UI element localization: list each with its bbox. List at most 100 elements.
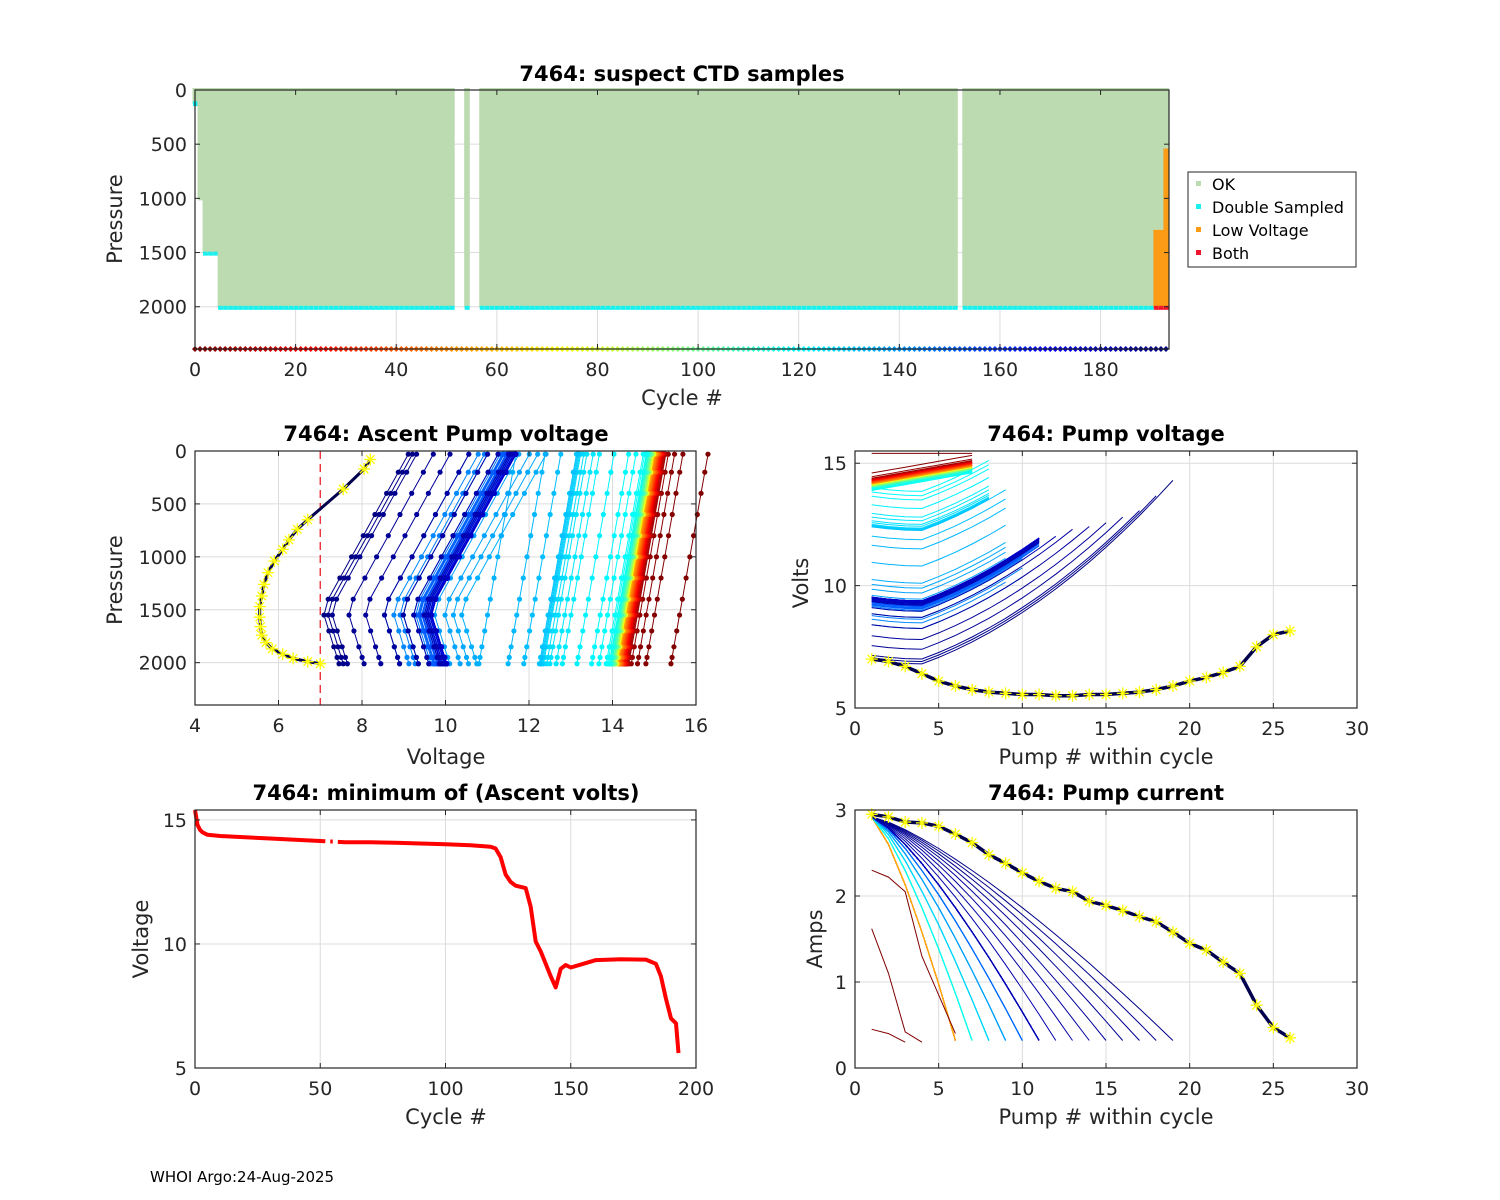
bottom-flag-marker — [1128, 305, 1134, 310]
ok-sample-column — [1047, 88, 1054, 308]
pump-current-cycle-line — [871, 816, 1174, 1041]
ascent-profile-point — [564, 596, 571, 602]
ascent-profile-point — [669, 511, 675, 518]
ascent-profile-point — [526, 628, 533, 634]
ascent-profile-point — [602, 628, 608, 634]
ok-sample-column — [222, 88, 229, 308]
bottom-flag-marker — [364, 305, 370, 310]
ascent-profile-point — [450, 533, 456, 539]
ok-sample-column — [197, 88, 204, 199]
bottom-flag-marker — [716, 305, 722, 310]
pump-current-cycle-line — [871, 816, 1040, 1041]
bottom-flag-marker — [389, 305, 395, 310]
ok-sample-column — [806, 88, 812, 308]
x-tick-label: 15 — [1094, 1078, 1118, 1100]
ascent-profile-point — [475, 469, 481, 475]
pump-voltage-cycle-line — [871, 480, 1174, 665]
bottom-flag-marker — [942, 305, 948, 310]
star-stroke — [950, 829, 961, 839]
bottom-flag-marker — [243, 305, 249, 310]
ok-sample-column — [715, 88, 722, 308]
ascent-profile-point — [539, 469, 545, 475]
ok-sample-column — [906, 88, 913, 308]
pump-current-cycle-line — [871, 816, 1090, 1041]
ok-sample-column — [1153, 88, 1160, 230]
pump-current-cycle-line — [871, 816, 973, 1041]
pump-current-cycle-line — [871, 816, 1040, 1041]
ascent-profile-point — [559, 661, 566, 667]
last-cycle-marker — [1183, 675, 1196, 688]
ascent-profile-point — [558, 451, 564, 457]
ascent-profile-point — [593, 469, 599, 475]
ascent-profile-point — [662, 554, 668, 560]
ascent-profile-point — [574, 575, 581, 581]
bottom-flag-marker — [816, 305, 822, 310]
bottom-flag-marker — [877, 305, 883, 310]
ascent-profile-cycle — [596, 451, 639, 667]
ascent-profile-point — [551, 575, 558, 581]
last-cycle-marker — [254, 620, 267, 633]
ok-sample-column — [1027, 88, 1034, 308]
ascent-profile-point — [540, 554, 546, 560]
star-stroke — [967, 684, 977, 695]
ascent-profile-point — [521, 490, 528, 496]
low-voltage-sample-column — [1158, 229, 1165, 308]
star-stroke — [1034, 689, 1044, 700]
ascent-profile-point — [574, 661, 580, 667]
ascent-profile-point — [589, 490, 596, 496]
bottom-flag-marker — [399, 305, 405, 310]
ok-sample-column — [655, 88, 661, 308]
star-stroke — [1251, 1000, 1262, 1010]
ascent-profile-point — [495, 554, 501, 560]
star-stroke — [1118, 688, 1128, 699]
ok-sample-column — [343, 88, 350, 308]
star-stroke — [263, 568, 273, 578]
bottom-flag-marker — [580, 305, 586, 310]
pump-current-cycle-line — [871, 816, 1007, 1041]
star-stroke — [277, 649, 288, 659]
star-stroke — [1134, 911, 1145, 922]
ascent-profile-point — [426, 628, 432, 634]
last-cycle-marker — [899, 816, 912, 829]
ascent-profile-point — [399, 469, 406, 475]
ascent-profile-point — [458, 575, 464, 581]
ascent-profile-point — [421, 612, 427, 618]
bottom-flag-marker — [263, 305, 269, 310]
last-cycle-marker — [1200, 671, 1213, 684]
ok-sample-column — [615, 88, 621, 308]
ascent-profile-point — [603, 661, 609, 667]
bottom-flag-marker — [701, 305, 707, 310]
ascent-profile-point — [396, 661, 403, 667]
pump-current-xlabel: Pump # within cycle — [999, 1105, 1214, 1129]
pump-voltage-cycle-line — [871, 537, 1040, 602]
ok-sample-column — [1133, 88, 1139, 308]
pump-current-chart: 0 5 10 15 20 25 30 0 1 2 3 7464: Pump current Pump… — [803, 781, 1369, 1129]
ok-sample-column — [695, 88, 702, 308]
ascent-profile-point — [409, 554, 415, 560]
last-cycle-marker — [966, 836, 979, 849]
last-cycle-marker — [257, 578, 270, 591]
bottom-flag-marker — [509, 305, 515, 310]
ascent-profile-point — [618, 533, 625, 539]
last-cycle-marker — [1284, 1031, 1297, 1044]
bottom-flag-marker — [434, 305, 440, 310]
last-cycle-marker — [314, 657, 327, 670]
pump-current-cycle-line — [871, 816, 1040, 1041]
ok-sample-column — [413, 88, 420, 308]
bottom-flag-marker — [952, 305, 958, 310]
ascent-profile-point — [545, 612, 551, 618]
last-cycle-marker — [262, 566, 275, 579]
ascent-profile-point — [516, 596, 523, 602]
pump-voltage-cycle-line — [871, 489, 990, 522]
ascent-profile-point — [577, 644, 583, 650]
bottom-flag-marker — [670, 305, 676, 310]
ok-sample-column — [1037, 88, 1044, 308]
ascent-profile-point — [622, 554, 628, 560]
ascent-profile-point — [604, 490, 610, 496]
pump-current-cycle-line — [871, 816, 1040, 1041]
pump-voltage-cycle-line — [871, 459, 990, 492]
ascent-profile-point — [501, 511, 507, 518]
ok-sample-column — [705, 88, 712, 308]
ascent-profile-point — [554, 654, 560, 660]
ok-sample-column — [348, 88, 355, 308]
